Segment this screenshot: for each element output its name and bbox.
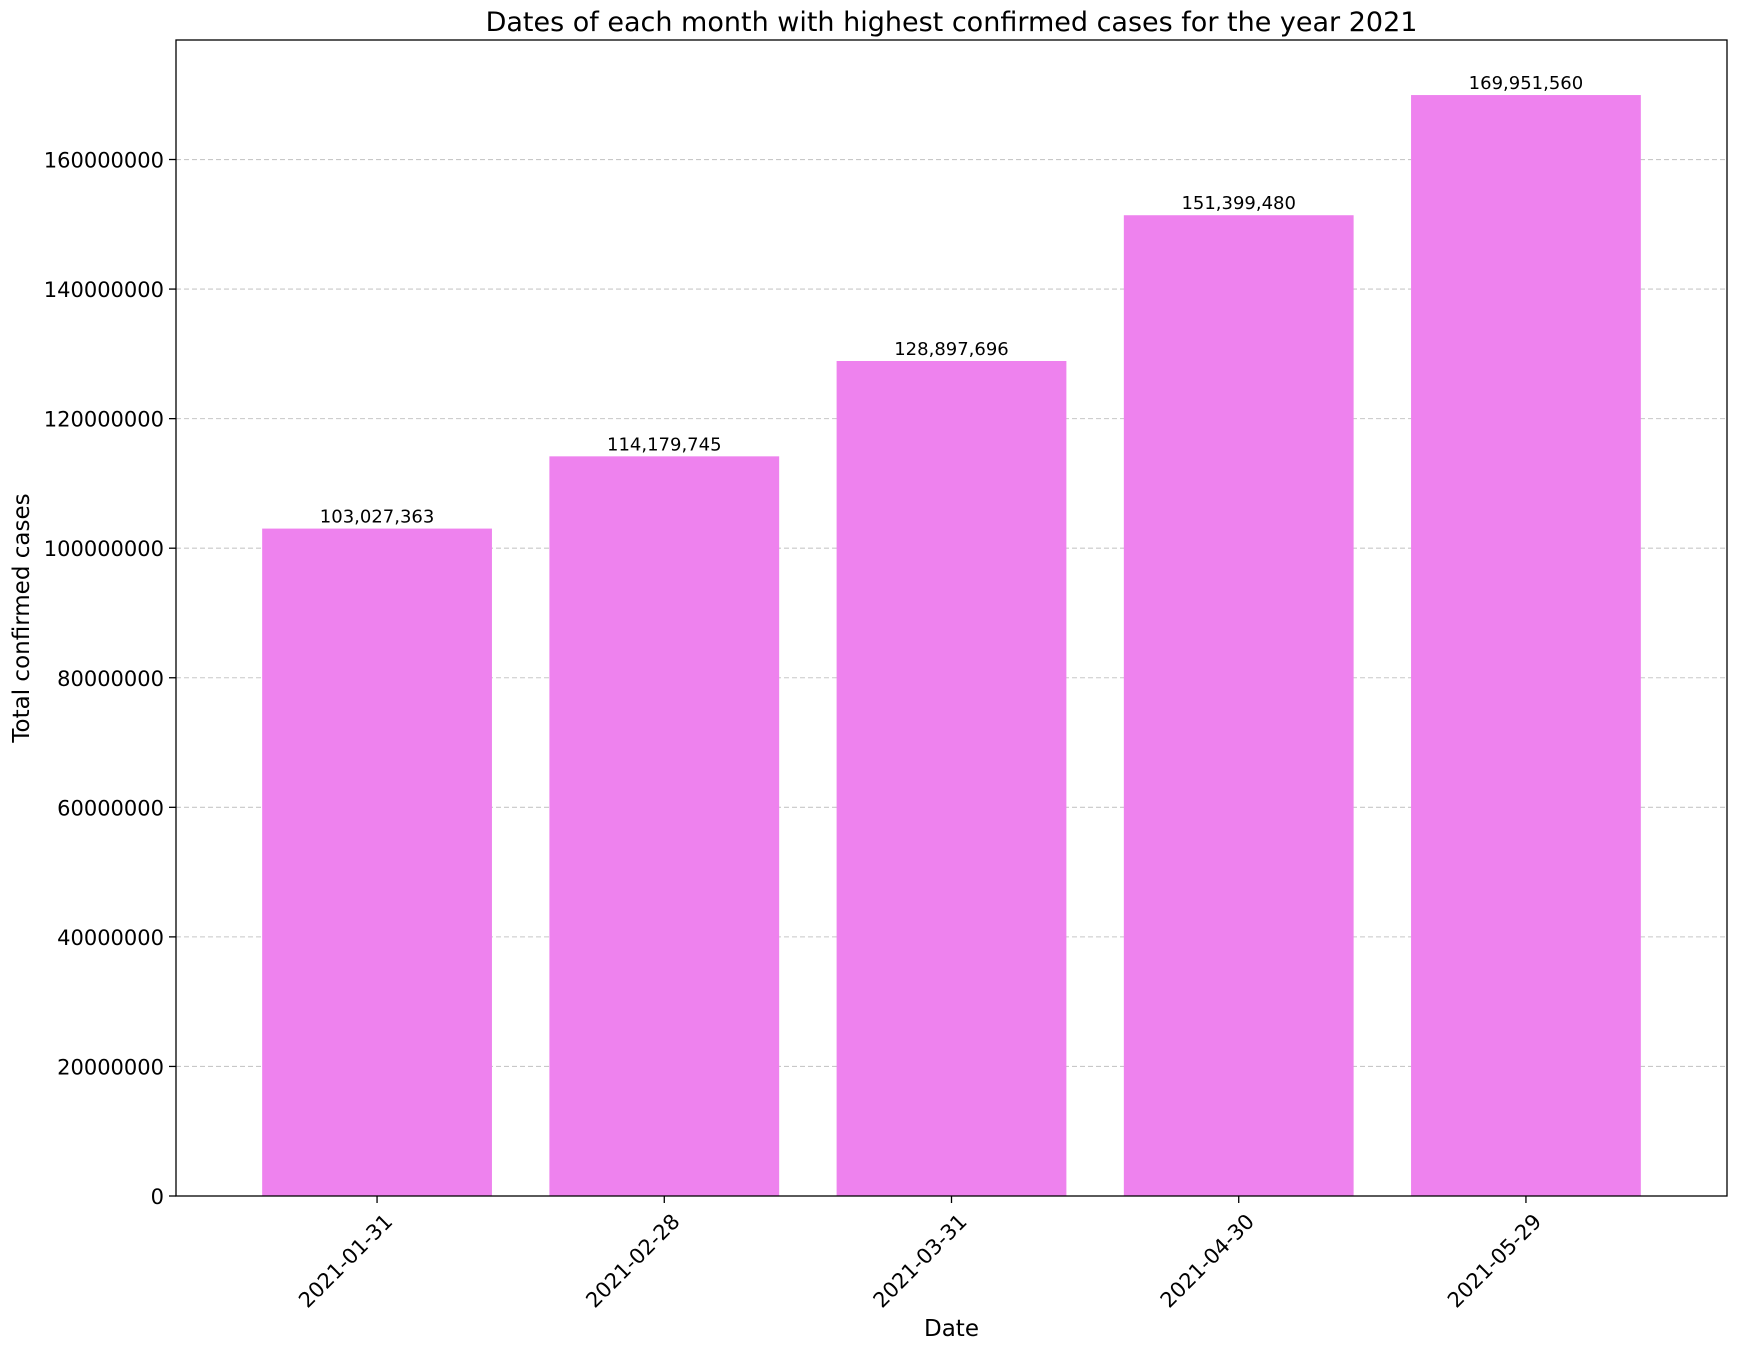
bars <box>262 95 1641 1197</box>
y-tick-label: 100000000 <box>44 537 164 561</box>
y-tick-label: 140000000 <box>44 278 164 302</box>
bar <box>836 360 1067 1196</box>
x-tick-label: 2021-05-29 <box>1443 1209 1546 1312</box>
data-label: 114,179,745 <box>607 434 722 455</box>
x-tick-label: 2021-04-30 <box>1156 1209 1259 1312</box>
y-tick-label: 0 <box>151 1185 164 1209</box>
y-tick-label: 80000000 <box>57 667 164 691</box>
y-tick-label: 160000000 <box>44 149 164 173</box>
y-axis-label: Total confirmed cases <box>9 493 35 743</box>
bar <box>262 528 492 1196</box>
y-tick-label: 120000000 <box>44 408 164 432</box>
data-label: 169,951,560 <box>1469 73 1584 94</box>
x-axis-ticks: 2021-01-31 2021-02-28 2021-03-31 2021-04-30… <box>294 1196 1546 1313</box>
x-axis-label: Date <box>924 1316 979 1342</box>
bar <box>1411 95 1641 1197</box>
data-labels: 103,027,363 114,179,745 128,897,696 151,399… <box>320 73 1583 528</box>
y-tick-label: 20000000 <box>57 1055 164 1079</box>
y-tick-label: 40000000 <box>57 926 164 950</box>
chart-title: Dates of each month with highest confirm… <box>486 7 1418 38</box>
data-label: 128,897,696 <box>894 339 1009 360</box>
x-tick-label: 2021-03-31 <box>869 1209 972 1312</box>
y-tick-label: 60000000 <box>57 796 164 820</box>
x-tick-label: 2021-02-28 <box>581 1209 684 1312</box>
bar <box>1123 215 1354 1197</box>
data-label: 151,399,480 <box>1181 193 1296 214</box>
x-tick-label: 2021-01-31 <box>294 1209 397 1312</box>
y-axis-ticks: 0 20000000 40000000 60000000 80000000 1000000… <box>44 149 176 1209</box>
data-label: 103,027,363 <box>320 507 435 528</box>
bar <box>549 456 780 1196</box>
